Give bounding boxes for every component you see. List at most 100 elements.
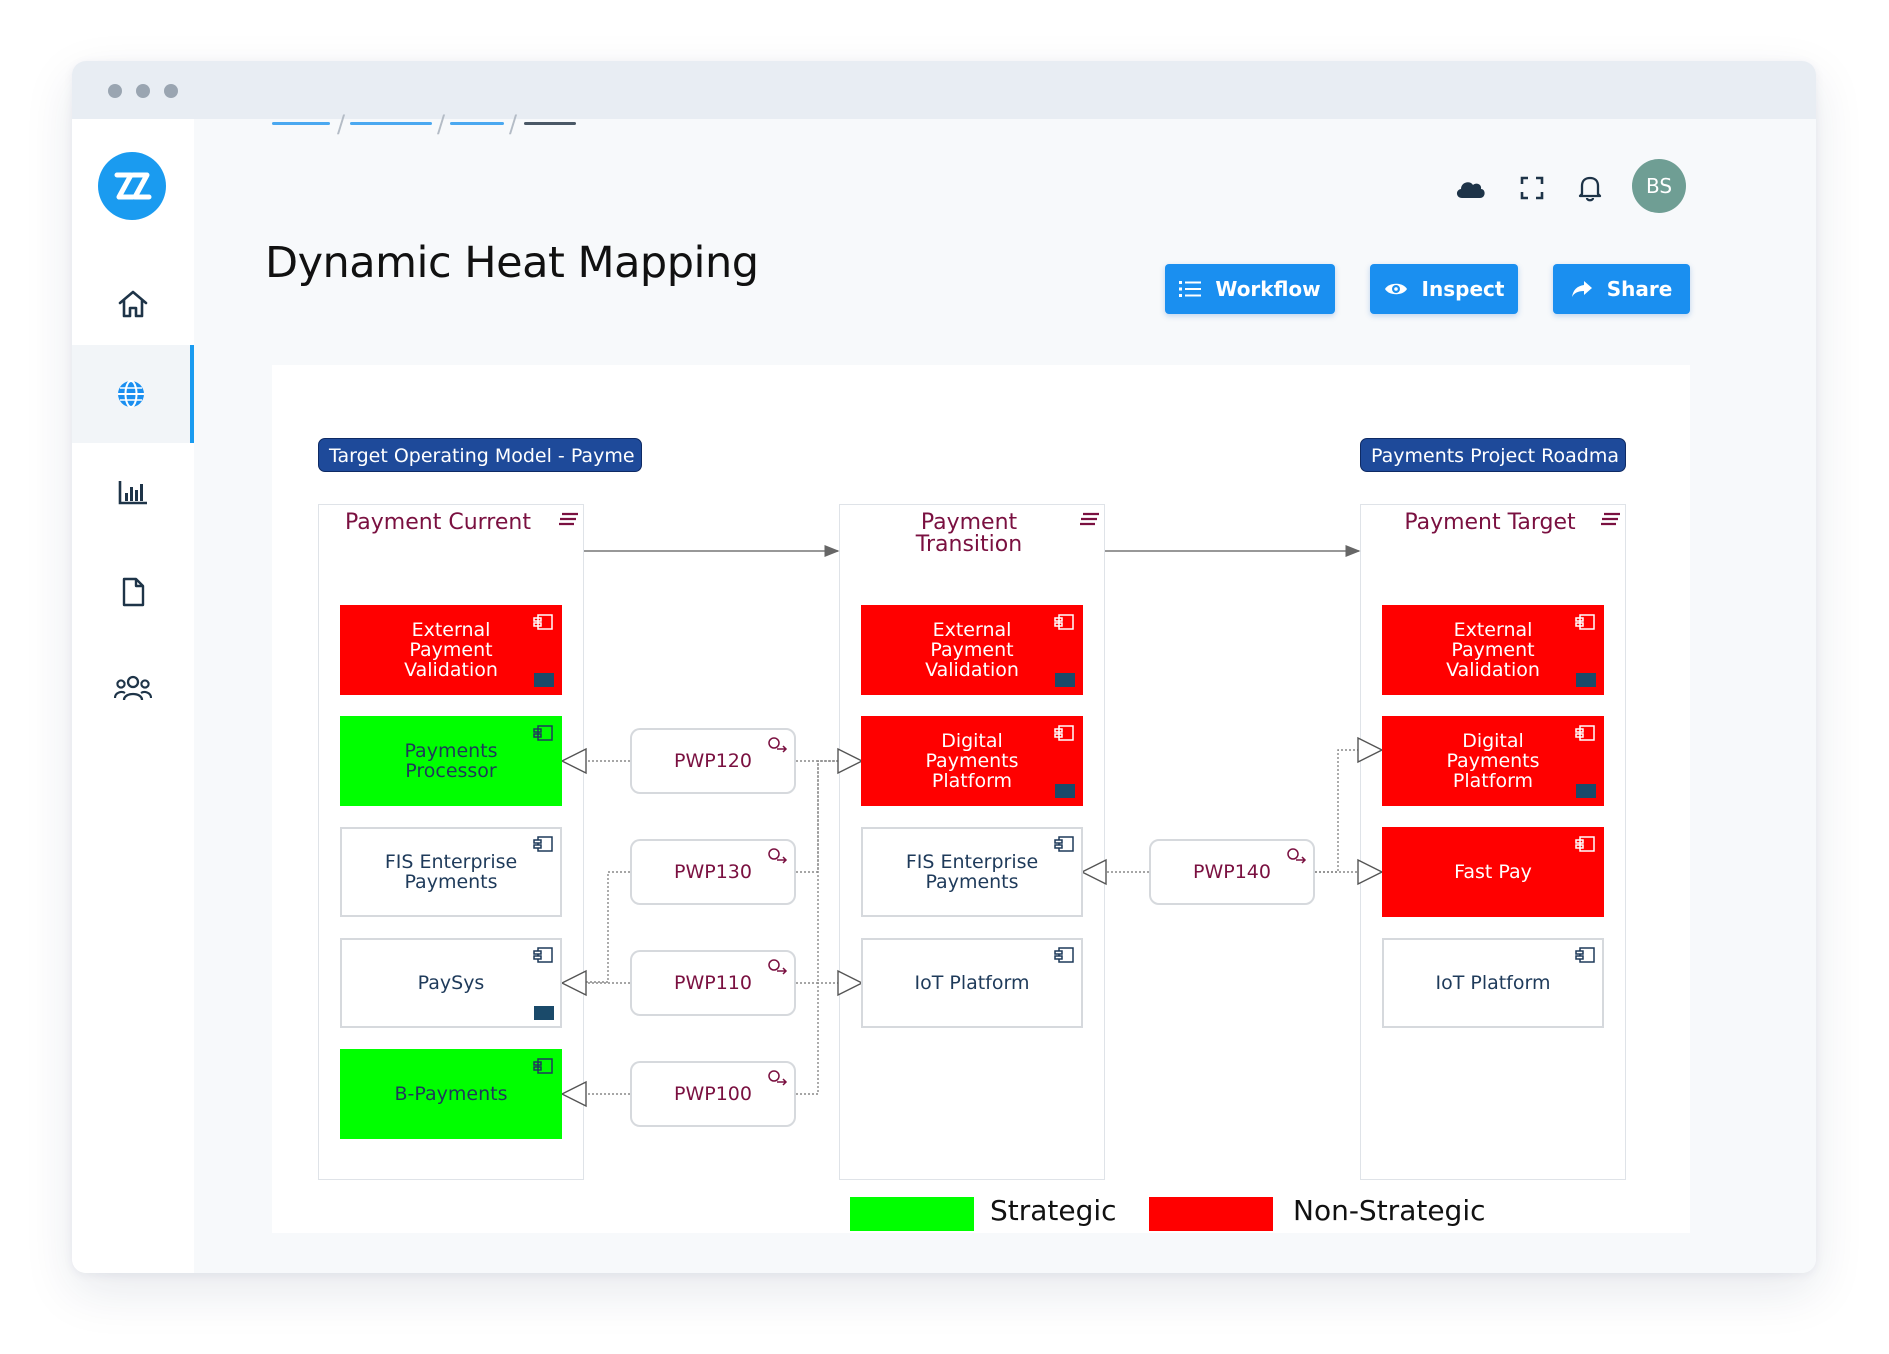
status-marker [534, 673, 554, 687]
users-icon [113, 675, 153, 701]
group-menu-icon[interactable] [558, 512, 580, 528]
work-package[interactable]: PWP140 [1149, 839, 1315, 905]
component-icon [533, 614, 553, 630]
work-package[interactable]: PWP110 [630, 950, 796, 1016]
bar-chart-icon [118, 481, 147, 505]
breadcrumb-separator: / [437, 110, 446, 138]
component-card[interactable]: Digital Payments Platform [1382, 716, 1604, 806]
component-icon [1575, 947, 1595, 963]
logo-mark-icon [114, 172, 152, 200]
group-title-transition-line1: Payment [920, 510, 1018, 535]
realization-arrowhead [1357, 858, 1384, 886]
diagram-tag-right[interactable]: Payments Project Roadma [1360, 438, 1626, 472]
component-card[interactable]: Payments Processor [340, 716, 562, 806]
component-icon [533, 947, 553, 963]
realization-arrowhead [560, 1080, 587, 1108]
component-card[interactable]: External Payment Validation [861, 605, 1083, 695]
title-bar [72, 61, 1816, 119]
realization-arrowhead [560, 747, 587, 775]
fullscreen-button[interactable] [1514, 170, 1550, 206]
component-card[interactable]: PaySys [340, 938, 562, 1028]
group-menu-icon[interactable] [1600, 512, 1622, 528]
component-icon [533, 1058, 553, 1074]
work-package-icon [768, 1070, 788, 1086]
work-package-icon [768, 737, 788, 753]
cloud-button[interactable] [1452, 170, 1488, 206]
status-marker [1576, 784, 1596, 798]
nav-documents[interactable] [72, 543, 194, 641]
cloud-icon [1456, 182, 1485, 198]
group-title-transition: Payment Transition [849, 512, 1089, 556]
component-icon [533, 836, 553, 852]
user-avatar[interactable]: BS [1632, 159, 1686, 213]
component-card[interactable]: Digital Payments Platform [861, 716, 1083, 806]
component-label: IoT Platform [914, 972, 1030, 994]
component-label: Digital Payments Platform [1446, 730, 1540, 792]
component-label: Digital Payments Platform [925, 730, 1019, 792]
component-label: Payments Processor [404, 740, 498, 782]
work-package-icon [1287, 848, 1307, 864]
window-dot [136, 84, 150, 98]
work-package[interactable]: PWP120 [630, 728, 796, 794]
work-package-label: PWP140 [1193, 861, 1271, 883]
component-card[interactable]: IoT Platform [861, 938, 1083, 1028]
breadcrumb-item[interactable] [272, 122, 330, 125]
component-icon [533, 725, 553, 741]
nav-home[interactable] [72, 255, 194, 353]
bell-icon [1578, 176, 1602, 202]
window-dot [108, 84, 122, 98]
component-card[interactable]: External Payment Validation [340, 605, 562, 695]
component-icon [1575, 614, 1595, 630]
component-card[interactable]: B-Payments [340, 1049, 562, 1139]
window-dot [164, 84, 178, 98]
component-label: External Payment Validation [925, 619, 1019, 681]
group-title-target: Payment Target [1404, 510, 1576, 535]
realization-arrowhead [1357, 736, 1384, 764]
share-button[interactable]: Share [1553, 264, 1690, 314]
breadcrumb-item[interactable] [350, 122, 432, 125]
component-label: External Payment Validation [1446, 619, 1540, 681]
nav-users[interactable] [72, 639, 194, 737]
sidebar [72, 119, 194, 1273]
eye-icon [1384, 283, 1407, 295]
workflow-label: Workflow [1215, 277, 1321, 301]
component-icon [1575, 725, 1595, 741]
component-card[interactable]: FIS Enterprise Payments [861, 827, 1083, 917]
fullscreen-icon [1520, 176, 1544, 200]
component-label: B-Payments [394, 1083, 508, 1105]
work-package-label: PWP110 [674, 972, 752, 994]
work-package[interactable]: PWP100 [630, 1061, 796, 1127]
status-marker [1576, 673, 1596, 687]
nav-globe[interactable] [72, 345, 194, 443]
component-card[interactable]: Fast Pay [1382, 827, 1604, 917]
breadcrumb-separator: / [337, 110, 346, 138]
status-marker [1055, 784, 1075, 798]
inspect-label: Inspect [1421, 277, 1505, 301]
realization-arrowhead [1080, 858, 1107, 886]
notifications-button[interactable] [1572, 170, 1608, 206]
nav-analytics[interactable] [72, 443, 194, 541]
globe-icon [118, 380, 144, 408]
group-menu-icon[interactable] [1079, 512, 1101, 528]
realization-arrowhead [560, 969, 587, 997]
home-icon [118, 290, 148, 318]
work-package[interactable]: PWP130 [630, 839, 796, 905]
diagram-tag-left[interactable]: Target Operating Model - Payme [318, 438, 642, 472]
app-logo[interactable] [98, 152, 166, 220]
work-package-label: PWP120 [674, 750, 752, 772]
component-icon [1575, 836, 1595, 852]
breadcrumb-current [524, 122, 576, 125]
component-card[interactable]: IoT Platform [1382, 938, 1604, 1028]
component-label: Fast Pay [1454, 861, 1532, 883]
component-card[interactable]: FIS Enterprise Payments [340, 827, 562, 917]
inspect-button[interactable]: Inspect [1370, 264, 1518, 314]
realization-arrowhead [837, 969, 864, 997]
work-package-icon [768, 848, 788, 864]
workflow-button[interactable]: Workflow [1165, 264, 1335, 314]
realization-arrowhead [837, 747, 864, 775]
component-card[interactable]: External Payment Validation [1382, 605, 1604, 695]
breadcrumb-item[interactable] [450, 122, 504, 125]
component-label: FIS Enterprise Payments [384, 851, 518, 893]
document-icon [122, 577, 145, 607]
legend-label-non-strategic: Non-Strategic [1293, 1194, 1486, 1227]
